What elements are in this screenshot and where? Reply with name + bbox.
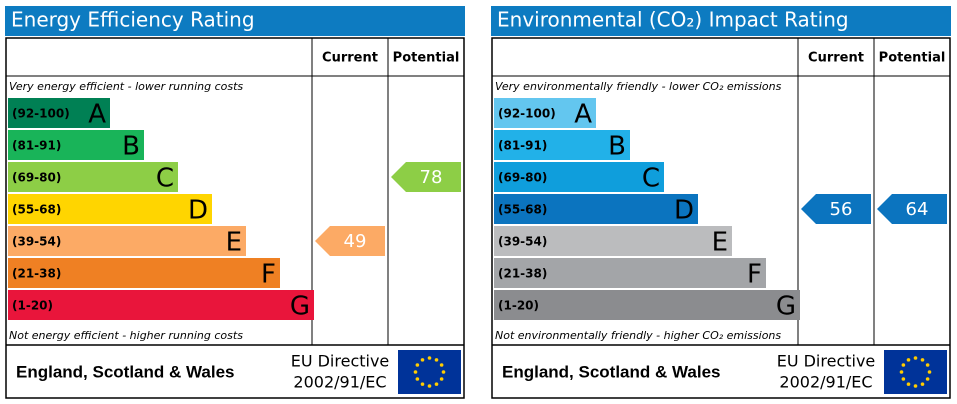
flag-star (913, 384, 918, 388)
band-letter: C (642, 164, 660, 194)
flag-star (920, 382, 925, 386)
panel-title: Environmental (CO₂) Impact Rating (497, 8, 849, 32)
directive-line: EU Directive (777, 352, 876, 371)
flag-star (415, 363, 420, 367)
flag-star (913, 356, 918, 360)
band-range: (81-91) (12, 139, 61, 153)
flag-star (434, 358, 439, 362)
band-letter: D (188, 196, 208, 226)
potential-header: Potential (879, 51, 946, 66)
flag-star (899, 370, 904, 374)
band-range: (81-91) (498, 139, 547, 153)
frame (491, 37, 951, 399)
band (8, 98, 110, 128)
bottom-note: Not environmentally friendly - higher CO… (495, 329, 781, 342)
flag-star (901, 363, 906, 367)
flag-star (441, 370, 446, 374)
band (8, 226, 246, 256)
band-range: (39-54) (12, 235, 61, 249)
rating-value: 78 (420, 167, 443, 188)
rating-arrow (315, 226, 385, 256)
band (494, 226, 732, 256)
band-letter: E (226, 228, 242, 258)
band-range: (69-80) (498, 171, 547, 185)
band-range: (92-100) (498, 107, 556, 121)
current-header: Current (322, 51, 378, 66)
band-range: (1-20) (12, 299, 53, 313)
band (494, 258, 766, 288)
region: England, Scotland & Wales (502, 362, 721, 381)
rating-value: 64 (906, 199, 929, 220)
band-range: (55-68) (12, 203, 61, 217)
band (494, 290, 800, 320)
band-letter: G (290, 292, 310, 322)
rating-value: 49 (344, 231, 367, 252)
band-letter: E (712, 228, 728, 258)
bottom-note: Not energy efficient - higher running co… (9, 329, 243, 342)
current-header: Current (808, 51, 864, 66)
band (8, 290, 314, 320)
band-letter: D (674, 196, 694, 226)
top-note: Very environmentally friendly - lower CO… (495, 80, 782, 93)
flag-star (906, 358, 911, 362)
band-range: (39-54) (498, 235, 547, 249)
flag-star (420, 382, 425, 386)
band-letter: F (261, 260, 276, 290)
flag-star (427, 384, 432, 388)
flag-star (439, 363, 444, 367)
panel-title: Energy Efficiency Rating (11, 8, 255, 32)
band-letter: G (776, 292, 796, 322)
directive-line: 2002/91/EC (293, 373, 386, 392)
flag-star (920, 358, 925, 362)
flag-star (906, 382, 911, 386)
band-range: (55-68) (498, 203, 547, 217)
flag-star (434, 382, 439, 386)
band (494, 98, 596, 128)
flag-star (427, 356, 432, 360)
band-range: (69-80) (12, 171, 61, 185)
band (494, 194, 698, 224)
band (8, 258, 280, 288)
rating-arrow (877, 194, 947, 224)
flag-star (439, 377, 444, 381)
rating-arrow (391, 162, 461, 192)
band-letter: C (156, 164, 174, 194)
band (8, 162, 178, 192)
band-letter: B (608, 132, 626, 162)
directive-line: 2002/91/EC (779, 373, 872, 392)
flag-star (420, 358, 425, 362)
band (494, 162, 664, 192)
band-letter: F (747, 260, 762, 290)
frame (5, 37, 465, 399)
flag-star (415, 377, 420, 381)
band (494, 130, 630, 160)
band-range: (21-38) (498, 267, 547, 281)
band (8, 130, 144, 160)
flag-star (901, 377, 906, 381)
top-note: Very energy efficient - lower running co… (9, 80, 243, 93)
band-letter: A (88, 100, 106, 130)
region: England, Scotland & Wales (16, 362, 235, 381)
band-range: (92-100) (12, 107, 70, 121)
rating-arrow (801, 194, 871, 224)
flag-star (925, 377, 930, 381)
band-letter: A (574, 100, 592, 130)
flag-star (927, 370, 932, 374)
rating-value: 56 (830, 199, 853, 220)
potential-header: Potential (393, 51, 460, 66)
band (8, 194, 212, 224)
band-letter: B (122, 132, 140, 162)
band-range: (21-38) (12, 267, 61, 281)
band-range: (1-20) (498, 299, 539, 313)
title-bar (491, 6, 951, 36)
directive-line: EU Directive (291, 352, 390, 371)
title-bar (5, 6, 465, 36)
flag-star (413, 370, 418, 374)
flag-star (925, 363, 930, 367)
